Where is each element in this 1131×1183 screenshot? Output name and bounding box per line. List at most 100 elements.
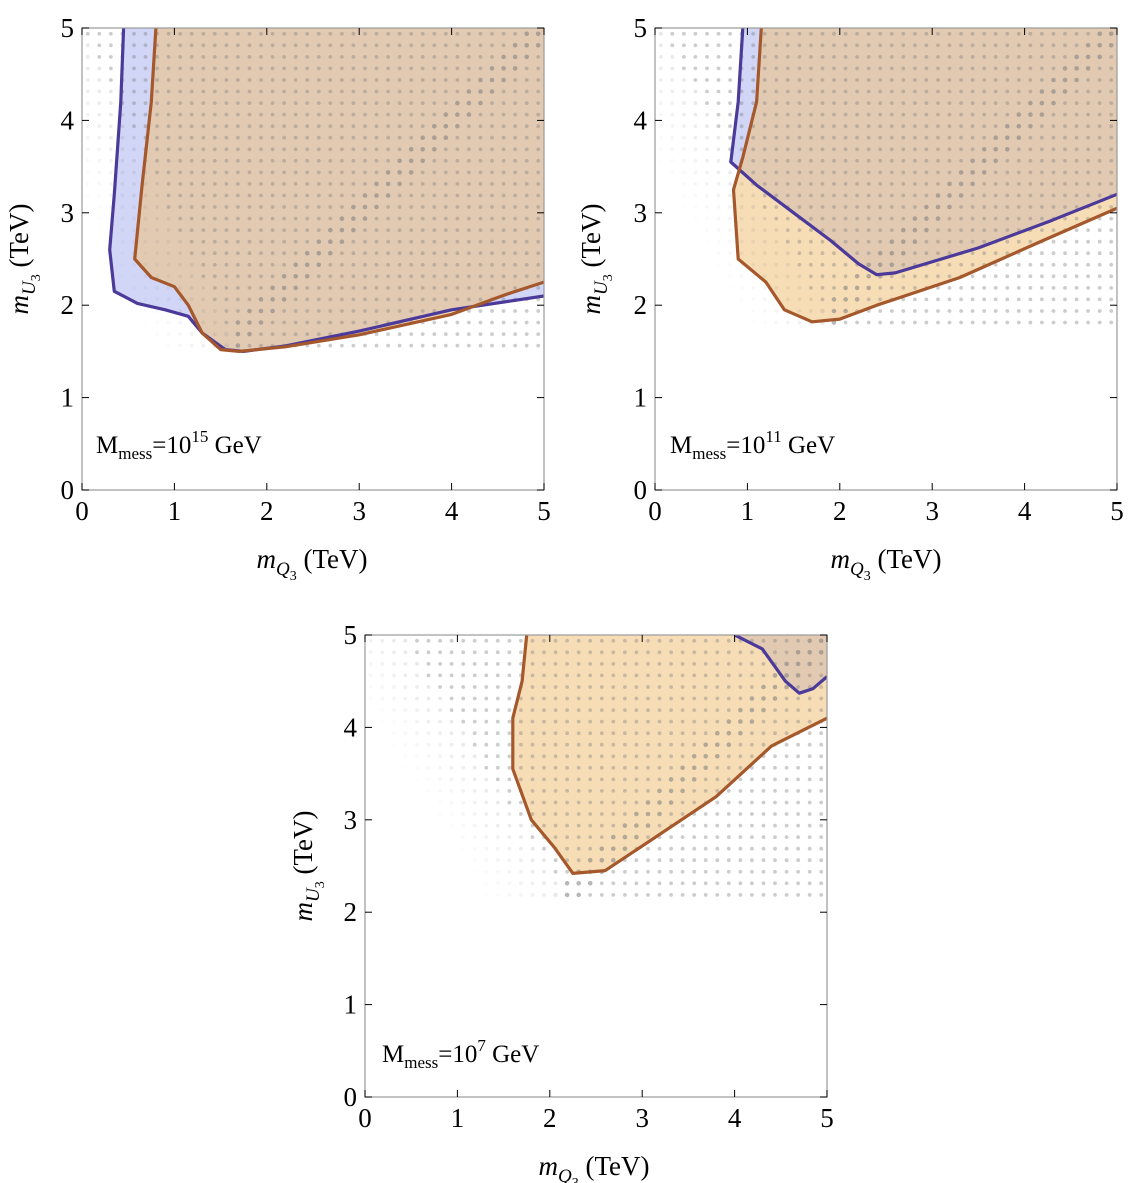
scan-point [692,789,697,793]
scan-point [959,320,963,325]
scan-point [970,43,975,48]
scan-point [565,742,569,747]
scan-point [305,112,310,117]
scan-point [785,320,790,325]
scan-point [85,158,90,163]
scan-point [363,170,367,175]
scan-point [878,89,883,94]
scan-point [1085,43,1091,48]
scan-point [762,31,767,36]
scan-point [247,182,252,186]
scan-point [819,696,824,701]
scan-point [715,754,720,759]
scan-point [797,297,802,302]
scan-point [132,78,136,82]
scan-point [189,228,194,233]
orange-contour-line [731,28,1117,324]
scan-point [774,66,779,71]
scan-point [564,881,570,886]
scan-point [438,754,442,759]
scan-point [340,135,344,140]
scan-point [924,135,929,140]
scan-point [143,286,148,290]
scan-point [374,228,379,233]
scan-point [715,708,720,712]
scan-point [1097,274,1102,279]
scan-point [738,823,743,828]
scan-point [282,205,286,209]
scan-point [797,309,802,313]
scan-point [1074,147,1079,152]
scan-point [340,297,344,302]
scan-point [820,193,825,198]
scan-point [304,262,310,268]
scan-point [565,673,569,678]
scan-point [467,343,471,348]
scan-point [947,170,952,175]
scan-point [328,216,333,221]
scan-point [513,332,517,336]
scan-point [224,147,229,152]
scan-point [339,227,345,233]
scan-point [201,262,206,267]
scan-point [797,43,802,48]
scan-point [878,158,883,163]
scan-point [959,205,963,209]
scan-point [305,31,310,36]
scan-point [703,662,708,666]
scan-point [397,262,402,267]
scan-point [542,858,546,863]
scan-point [316,309,321,313]
scan-point [634,696,639,701]
scan-point [646,685,650,689]
scan-point [143,182,148,186]
scan-point [530,869,535,874]
scan-point [236,66,240,71]
scan-point [86,194,90,198]
scan-point [750,812,754,816]
scan-point [657,788,662,794]
scan-point [878,286,883,290]
scan-point [913,124,917,129]
scan-point [703,835,708,839]
scan-point [351,309,356,313]
scan-point [166,216,171,221]
scan-point [738,777,743,782]
scan-point [316,31,321,36]
scan-point [843,112,848,117]
scan-point [762,55,767,59]
scan-point [576,765,581,770]
scan-point [380,638,385,643]
scan-point [212,31,217,36]
scan-point [774,205,779,209]
scan-point [716,89,721,94]
scan-point [212,274,217,279]
scan-point [553,742,558,747]
scan-point [889,147,894,152]
scan-point [409,101,414,105]
scan-point [773,650,777,655]
scan-point [750,893,754,897]
x-axis-subsub: 3 [572,1176,579,1183]
scan-point [166,343,171,348]
scan-point [1040,43,1044,48]
scan-point [507,731,512,736]
scan-point [705,205,709,209]
scan-point [855,205,859,209]
scan-point [809,286,813,290]
scan-point [588,835,593,839]
scan-point [819,662,824,666]
scan-point [415,719,419,724]
scan-point [484,742,489,747]
scan-point [959,124,963,129]
scan-point [809,193,813,198]
scan-point [461,673,466,678]
scan-point [282,112,286,117]
scan-point [1109,239,1114,244]
scan-point [340,158,344,163]
scan-point [959,55,963,59]
scan-point [947,309,952,313]
scan-point [270,205,275,209]
scan-point [247,66,252,71]
